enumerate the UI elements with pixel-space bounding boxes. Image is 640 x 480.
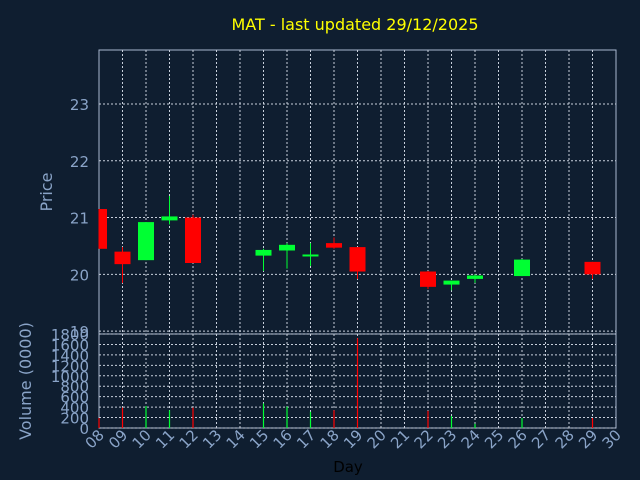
x-tick-label: 30 bbox=[599, 426, 625, 452]
volume-tick-label: 800 bbox=[60, 378, 89, 396]
volume-tick-label: 200 bbox=[60, 410, 89, 428]
x-tick-label: 22 bbox=[411, 426, 437, 452]
price-tick-label: 20 bbox=[70, 266, 89, 284]
price-axis-label: Price bbox=[37, 172, 56, 211]
price-tick-label: 23 bbox=[70, 96, 89, 114]
x-tick-label: 20 bbox=[364, 426, 390, 452]
candle-body bbox=[326, 243, 342, 248]
volume-tick-label: 600 bbox=[60, 389, 89, 407]
candle-body bbox=[467, 275, 483, 279]
x-tick-label: 24 bbox=[458, 426, 484, 452]
x-tick-label: 21 bbox=[387, 426, 413, 452]
x-tick-label: 09 bbox=[105, 426, 131, 452]
x-tick-label: 14 bbox=[223, 426, 249, 452]
x-tick-label: 26 bbox=[505, 426, 531, 452]
candle-body bbox=[443, 280, 460, 285]
x-tick-label: 17 bbox=[293, 426, 319, 452]
price-tick-label: 19 bbox=[70, 323, 89, 341]
volume-tick-label: 400 bbox=[60, 399, 89, 417]
volume-tick-label: 1400 bbox=[51, 347, 89, 365]
x-tick-label: 12 bbox=[176, 426, 202, 452]
candle-body bbox=[302, 254, 319, 257]
x-tick-label: 15 bbox=[246, 426, 272, 452]
volume-tick-label: 1000 bbox=[51, 368, 89, 386]
x-tick-label: 10 bbox=[129, 426, 155, 452]
volume-axis-label: Volume (0000) bbox=[16, 322, 35, 440]
x-axis-label: Day bbox=[333, 458, 363, 476]
candle-body bbox=[114, 251, 131, 265]
volume-tick-label: 1800 bbox=[51, 326, 89, 344]
candle-body bbox=[514, 259, 530, 277]
x-tick-label: 28 bbox=[552, 426, 578, 452]
candle-body bbox=[255, 249, 272, 256]
price-tick-label: 21 bbox=[70, 210, 89, 228]
x-tick-label: 16 bbox=[270, 426, 296, 452]
x-tick-label: 18 bbox=[317, 426, 343, 452]
chart-title: MAT - last updated 29/12/2025 bbox=[231, 15, 478, 34]
volume-panel: 0200400600800100012001400160018000809101… bbox=[51, 326, 625, 452]
candle-body bbox=[161, 216, 178, 221]
price-tick-label: 22 bbox=[70, 153, 89, 171]
price-panel: 19 20 21 22 23 bbox=[70, 49, 617, 341]
candle-body bbox=[138, 222, 154, 261]
candle-body bbox=[349, 247, 366, 272]
x-tick-label: 19 bbox=[340, 426, 366, 452]
x-tick-label: 27 bbox=[528, 426, 554, 452]
candle-body bbox=[185, 217, 201, 263]
candle-body bbox=[420, 271, 436, 287]
candle-body bbox=[99, 209, 107, 249]
x-tick-label: 11 bbox=[152, 426, 178, 452]
volume-tick-label: 1200 bbox=[51, 357, 89, 375]
x-tick-label: 29 bbox=[575, 426, 601, 452]
volume-tick-label: 0 bbox=[79, 420, 89, 438]
x-tick-label: 23 bbox=[434, 426, 460, 452]
candle-body bbox=[584, 261, 601, 275]
x-tick-label: 13 bbox=[199, 426, 225, 452]
volume-tick-label: 1600 bbox=[51, 336, 89, 354]
x-tick-label: 25 bbox=[481, 426, 507, 452]
candle-body bbox=[279, 244, 295, 251]
